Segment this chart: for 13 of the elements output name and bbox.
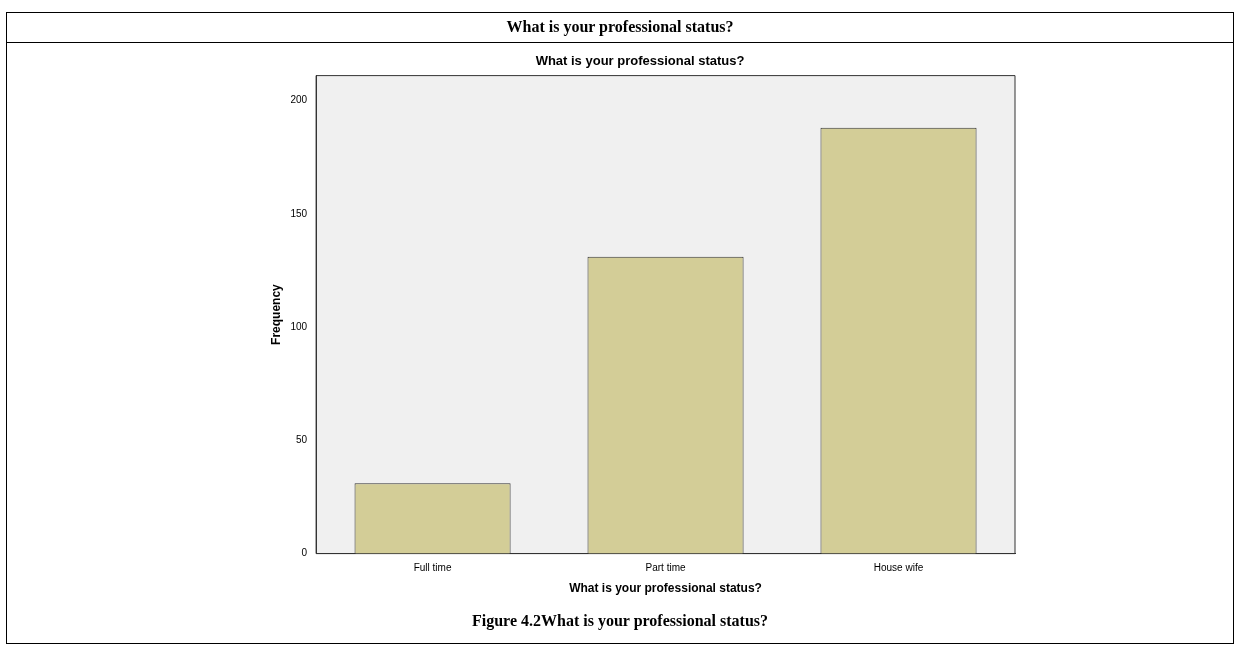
caption: Figure 4.2What is your professional status? xyxy=(471,612,769,630)
y-tick-label: 0 xyxy=(301,547,308,559)
x-tick-label: Full time xyxy=(413,562,452,574)
y-tick-label: 200 xyxy=(290,94,308,106)
chart-title: What is your professional status? xyxy=(505,18,735,36)
chart-subtitle: What is your professional status? xyxy=(535,53,745,69)
x-tick-label: Part time xyxy=(645,562,686,574)
y-axis-title: Frequency xyxy=(268,283,283,345)
x-tick-label: House wife xyxy=(873,562,924,574)
y-tick-label: 150 xyxy=(290,207,308,219)
y-tick-label: 50 xyxy=(295,434,308,446)
x-axis-title: What is your professional status? xyxy=(569,581,762,596)
y-tick-label: 100 xyxy=(290,320,308,332)
